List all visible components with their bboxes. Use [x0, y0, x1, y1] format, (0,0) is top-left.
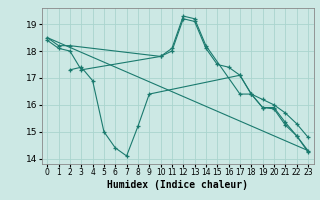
X-axis label: Humidex (Indice chaleur): Humidex (Indice chaleur)	[107, 180, 248, 190]
